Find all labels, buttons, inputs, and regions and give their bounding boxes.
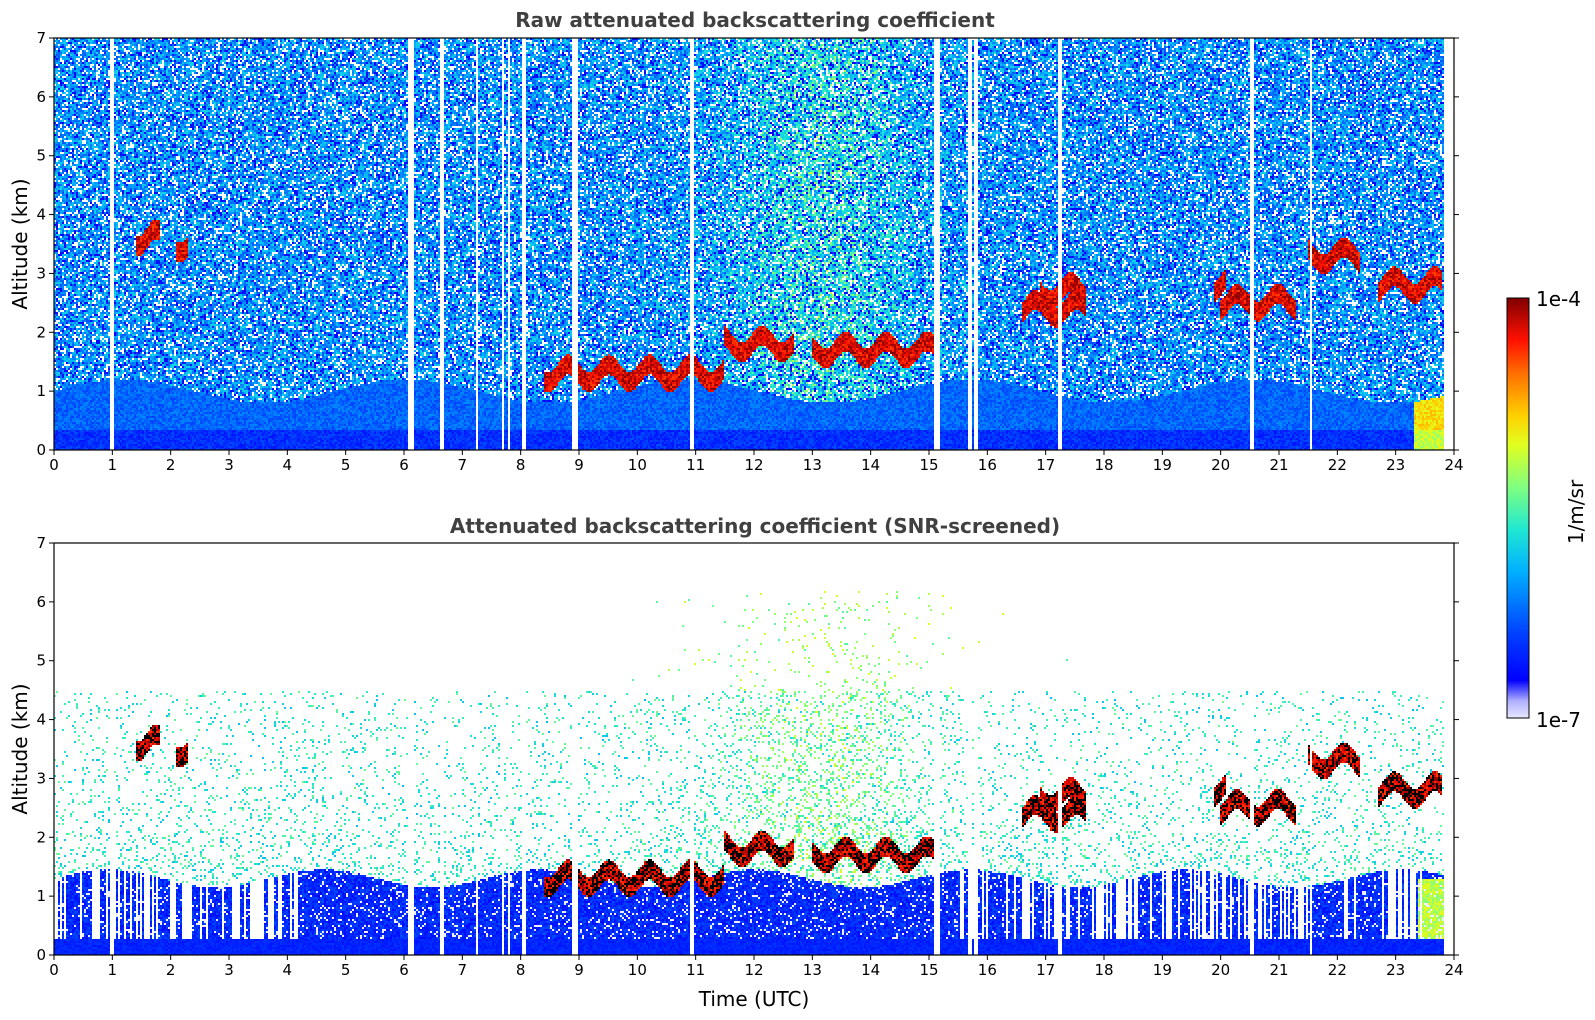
- x-tick-label: 1: [108, 456, 118, 474]
- x-tick-label: 2: [166, 961, 176, 979]
- x-tick-label: 6: [399, 456, 409, 474]
- y-tick-label: 6: [36, 88, 46, 106]
- x-tick-label: 2: [166, 456, 176, 474]
- x-tick-label: 24: [1444, 456, 1463, 474]
- x-tick-label: 16: [978, 961, 997, 979]
- y-tick-label: 7: [36, 29, 46, 47]
- colorbar-max-label: 1e-4: [1536, 287, 1581, 311]
- x-tick-label: 13: [803, 456, 822, 474]
- x-tick-label: 14: [861, 456, 880, 474]
- x-tick-label: 20: [1211, 456, 1230, 474]
- y-tick-label: 3: [36, 264, 46, 282]
- y-axis-label-raw: Altitude (km): [8, 178, 32, 309]
- x-tick-label: 17: [1036, 456, 1055, 474]
- x-tick-label: 8: [516, 456, 526, 474]
- x-tick-label: 10: [628, 961, 647, 979]
- x-tick-label: 12: [744, 961, 763, 979]
- y-tick-label: 0: [36, 946, 46, 964]
- x-tick-label: 11: [686, 456, 705, 474]
- x-tick-label: 19: [1153, 456, 1172, 474]
- x-tick-label: 16: [978, 456, 997, 474]
- chart-title-screened: Attenuated backscattering coefficient (S…: [450, 514, 1060, 538]
- chart-title-raw: Raw attenuated backscattering coefficien…: [515, 8, 995, 32]
- x-tick-label: 8: [516, 961, 526, 979]
- x-tick-label: 17: [1036, 961, 1055, 979]
- x-tick-label: 5: [341, 961, 351, 979]
- colorbar: [1506, 297, 1530, 719]
- x-tick-label: 14: [861, 961, 880, 979]
- x-tick-label: 11: [686, 961, 705, 979]
- x-tick-label: 7: [458, 961, 468, 979]
- x-tick-label: 23: [1386, 456, 1405, 474]
- x-tick-label: 1: [108, 961, 118, 979]
- plot-frame-screened: [53, 542, 1455, 956]
- colorbar-label: 1/m/sr: [1564, 479, 1588, 544]
- x-tick-label: 19: [1153, 961, 1172, 979]
- y-tick-label: 4: [36, 711, 46, 729]
- x-tick-label: 22: [1328, 456, 1347, 474]
- x-tick-label: 20: [1211, 961, 1230, 979]
- x-tick-label: 18: [1094, 456, 1113, 474]
- x-tick-label: 18: [1094, 961, 1113, 979]
- x-tick-label: 15: [919, 961, 938, 979]
- x-tick-label: 9: [574, 961, 584, 979]
- y-tick-label: 6: [36, 593, 46, 611]
- y-tick-label: 5: [36, 652, 46, 670]
- x-tick-label: 3: [224, 961, 234, 979]
- axis-ticks-screened: 0 1 2 3 4 5 6 7 8 9 10 11 12 13 14 15 16 17 18 19 20 21 22 23 24…: [36, 534, 1463, 979]
- y-tick-label: 2: [36, 828, 46, 846]
- y-tick-label: 2: [36, 323, 46, 341]
- y-tick-label: 1: [36, 887, 46, 905]
- x-tick-label: 3: [224, 456, 234, 474]
- x-tick-label: 22: [1328, 961, 1347, 979]
- x-tick-label: 9: [574, 456, 584, 474]
- x-tick-label: 24: [1444, 961, 1463, 979]
- colorbar-min-label: 1e-7: [1536, 708, 1581, 732]
- screened-backscatter-heatmap: [54, 543, 1454, 955]
- x-tick-label: 0: [49, 456, 59, 474]
- y-tick-label: 5: [36, 147, 46, 165]
- x-tick-label: 6: [399, 961, 409, 979]
- axis-ticks-raw: 0 1 2 3 4 5 6 7 8 9 10 11 12 13 14 15 16 17 18 19 20 21 22 23 24…: [36, 29, 1463, 474]
- x-tick-label: 21: [1269, 961, 1288, 979]
- x-tick-label: 15: [919, 456, 938, 474]
- y-tick-label: 4: [36, 206, 46, 224]
- x-tick-label: 5: [341, 456, 351, 474]
- x-axis-label: Time (UTC): [698, 987, 810, 1011]
- x-tick-label: 21: [1269, 456, 1288, 474]
- raw-backscatter-heatmap: [54, 38, 1454, 450]
- x-tick-label: 4: [283, 961, 293, 979]
- y-tick-label: 7: [36, 534, 46, 552]
- x-tick-label: 10: [628, 456, 647, 474]
- x-tick-label: 12: [744, 456, 763, 474]
- x-tick-label: 23: [1386, 961, 1405, 979]
- plot-frame-raw: [53, 37, 1455, 451]
- y-tick-label: 3: [36, 769, 46, 787]
- x-tick-label: 7: [458, 456, 468, 474]
- y-tick-label: 0: [36, 441, 46, 459]
- x-tick-label: 13: [803, 961, 822, 979]
- y-tick-label: 1: [36, 382, 46, 400]
- x-tick-label: 4: [283, 456, 293, 474]
- x-tick-label: 0: [49, 961, 59, 979]
- y-axis-label-screened: Altitude (km): [8, 683, 32, 814]
